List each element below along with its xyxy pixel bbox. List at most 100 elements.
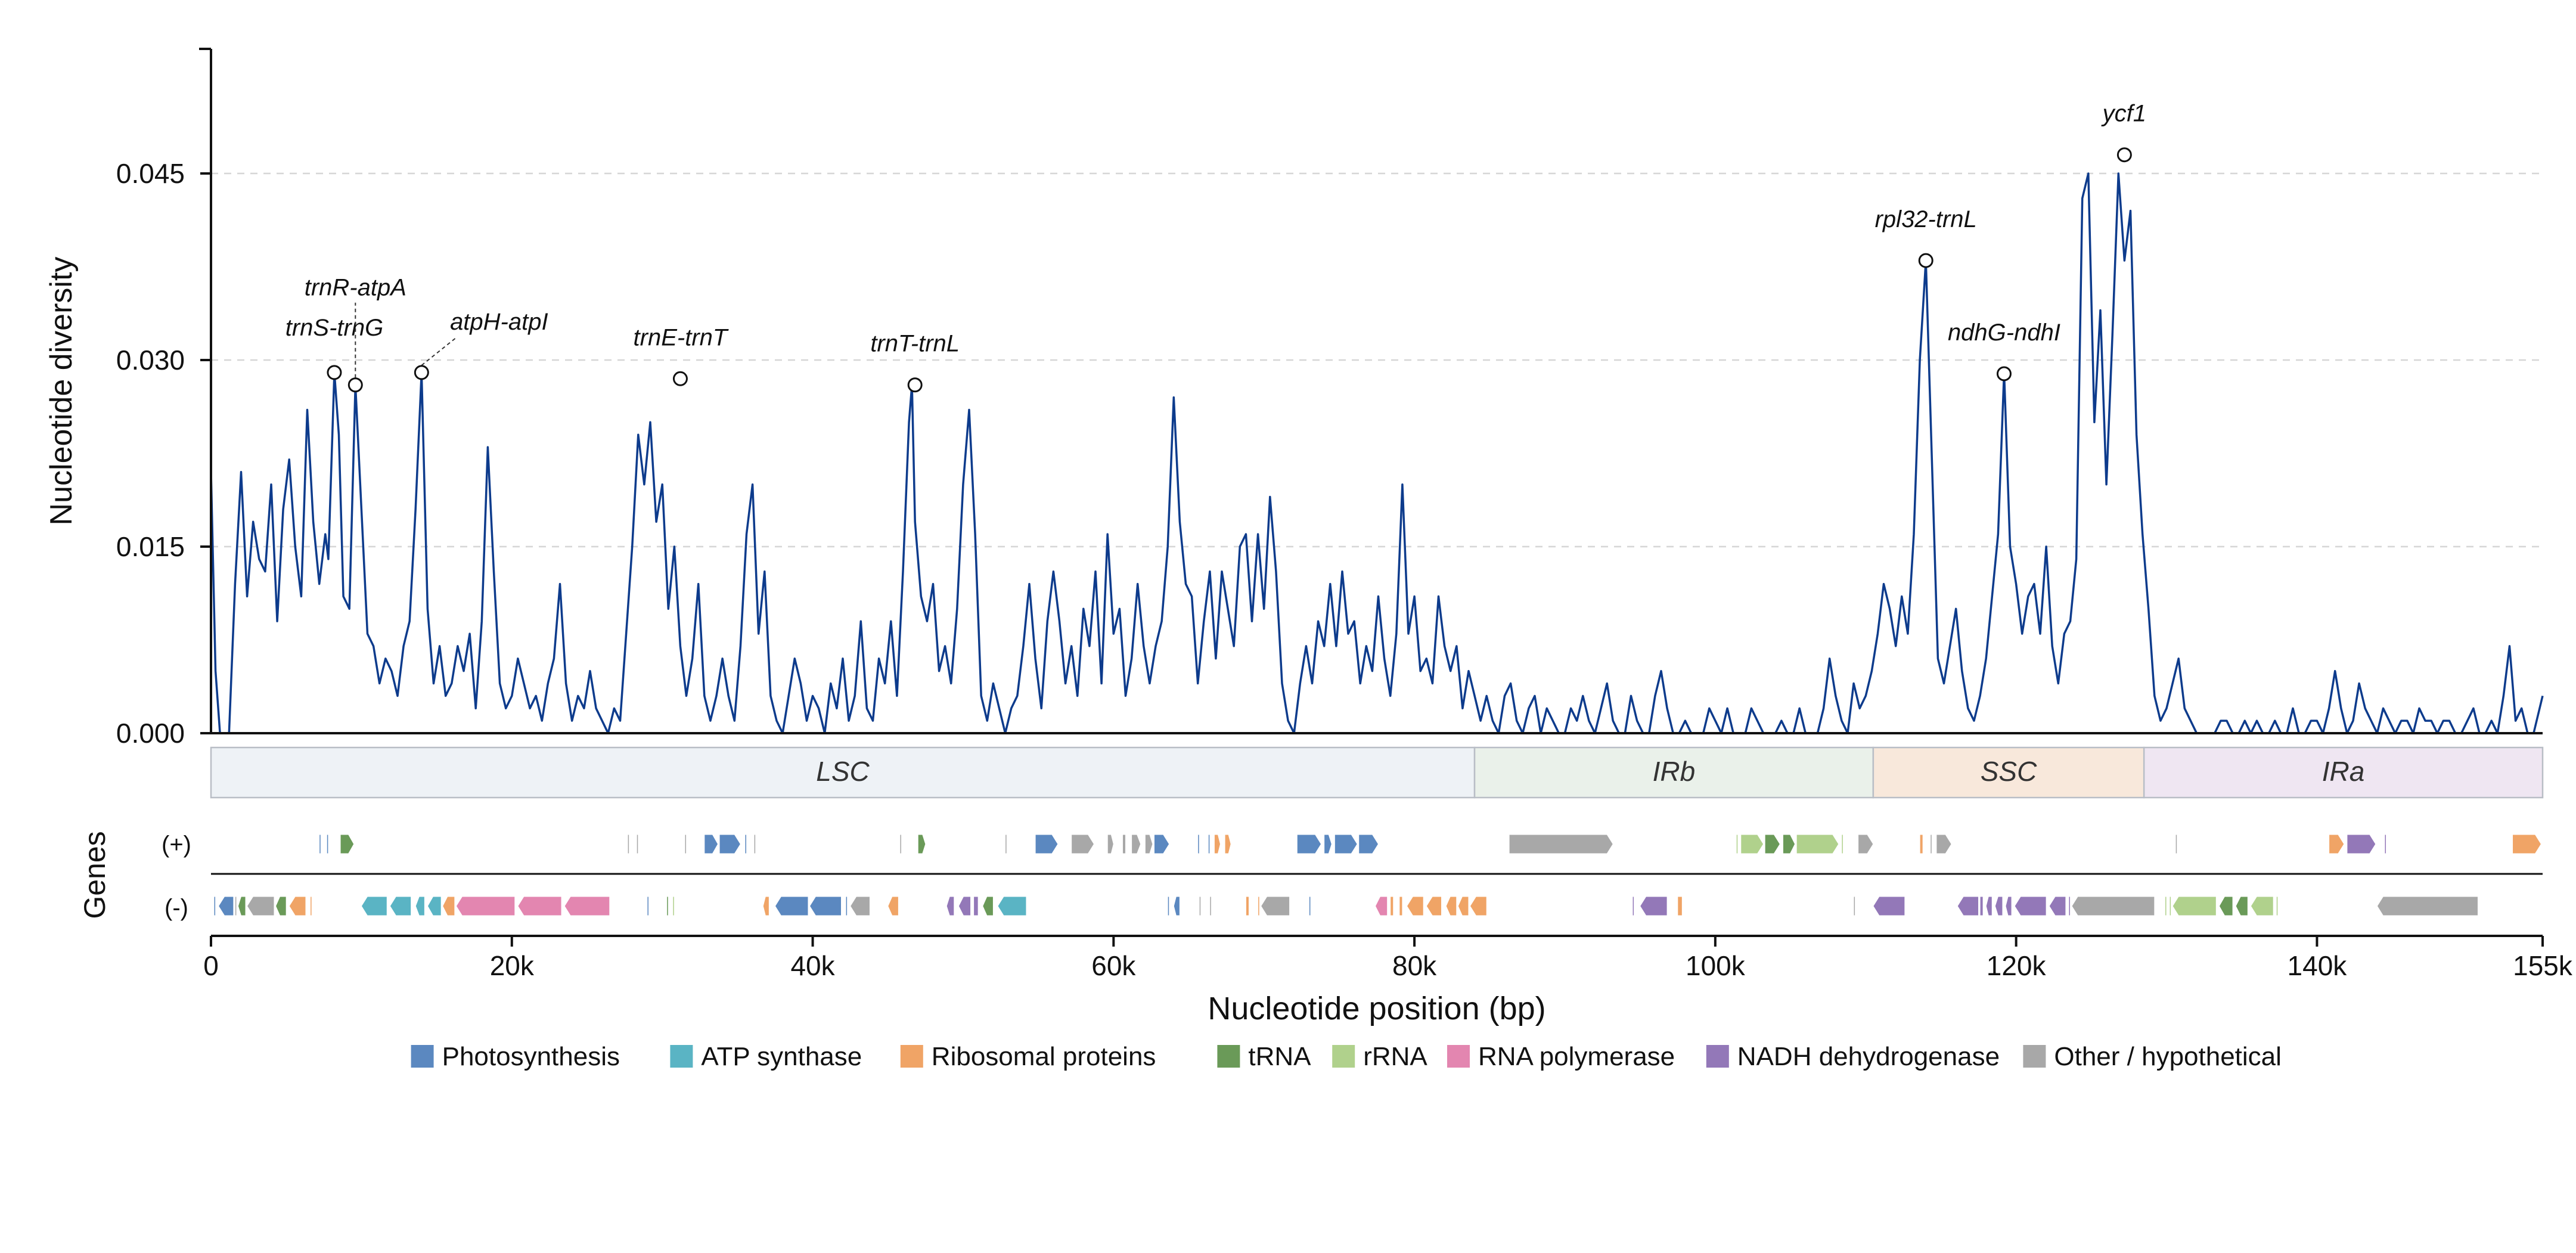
x-tick-label: 155k xyxy=(2513,950,2573,981)
gene-feature xyxy=(1258,896,1260,916)
axes xyxy=(199,48,2543,937)
gene-feature xyxy=(672,896,675,916)
gene-feature xyxy=(1071,834,1095,854)
gene-feature xyxy=(1261,896,1290,916)
region-box xyxy=(1473,746,1874,799)
gene-feature xyxy=(1197,834,1200,854)
gene-feature xyxy=(1979,896,1984,916)
legend-swatch xyxy=(1447,1045,1470,1068)
x-tick-label: 120k xyxy=(1987,950,2047,981)
gene-feature xyxy=(1153,834,1170,854)
gene-feature xyxy=(1122,834,1126,854)
gene-feature xyxy=(647,896,649,916)
gene-feature xyxy=(887,896,899,916)
gene-feature xyxy=(850,896,870,916)
gene-feature xyxy=(427,896,442,916)
gene-feature xyxy=(809,896,842,916)
gene-feature xyxy=(1213,834,1221,854)
gene-feature xyxy=(1796,834,1839,854)
strand-plus-label: (+) xyxy=(162,832,191,858)
gene-feature xyxy=(1764,834,1780,854)
x-axis-label: Nucleotide position (bp) xyxy=(1208,991,1545,1026)
peak-marker xyxy=(347,377,363,393)
gene-feature xyxy=(2165,896,2167,916)
gene-feature xyxy=(1445,896,1457,916)
x-tick-label: 80k xyxy=(1392,950,1437,981)
gene-feature xyxy=(2384,834,2387,854)
gene-feature xyxy=(1334,834,1358,854)
gene-feature xyxy=(1167,896,1170,916)
gene-feature xyxy=(666,896,669,916)
peak-label: atpH-atpI xyxy=(450,309,548,335)
gene-feature xyxy=(1173,896,1180,916)
gene-feature xyxy=(1209,896,1212,916)
gene-feature xyxy=(218,896,234,916)
y-axis-label: Nucleotide diversity xyxy=(44,257,79,526)
gene-feature xyxy=(1936,834,1952,854)
gene-feature xyxy=(1509,834,1613,854)
region-label: IRb xyxy=(1653,756,1696,787)
gene-feature xyxy=(1296,834,1322,854)
gene-feature xyxy=(1853,896,1856,916)
gene-feature xyxy=(319,834,321,854)
region-box xyxy=(1872,746,2145,799)
gene-feature xyxy=(1985,896,1992,916)
legend-swatch xyxy=(1706,1045,1729,1068)
gene-feature xyxy=(1457,896,1469,916)
x-tick-label: 100k xyxy=(1686,950,1746,981)
peak-annotations: trnS-trnG trnR-atpA atpH-atpI trnE-trnT trnT… xyxy=(285,101,2146,393)
gene-feature xyxy=(973,896,979,916)
gene-feature xyxy=(1144,834,1153,854)
gene-feature xyxy=(326,834,329,854)
legend-label: Other / hypothetical xyxy=(2054,1042,2282,1071)
peak-marker xyxy=(414,365,429,380)
gene-feature xyxy=(1994,896,2003,916)
axis-ticks: 0.000 0.015 0.030 0.045 0 20k 40k 60k 80k 100k 120… xyxy=(116,158,2573,981)
grid-lines xyxy=(211,172,2543,548)
gene-feature xyxy=(1841,834,1843,854)
x-tick-label: 20k xyxy=(490,950,535,981)
diversity-line xyxy=(210,172,2544,734)
peak-marker xyxy=(1996,366,2012,382)
gene-feature xyxy=(517,896,562,916)
legend-swatch xyxy=(2023,1045,2046,1068)
legend-swatch xyxy=(411,1045,434,1068)
x-tick-label: 140k xyxy=(2288,950,2348,981)
gene-feature xyxy=(845,896,848,916)
gene-feature xyxy=(455,896,516,916)
gene-feature xyxy=(1632,896,1635,916)
gene-feature xyxy=(1224,834,1231,854)
peak-marker xyxy=(2116,147,2132,163)
gene-feature xyxy=(744,834,747,854)
gene-feature xyxy=(2218,896,2233,916)
gene-feature xyxy=(2068,896,2071,916)
gene-feature xyxy=(1469,896,1487,916)
gene-feature xyxy=(389,896,412,916)
gene-feature xyxy=(1005,834,1007,854)
gene-feature xyxy=(1873,896,1905,916)
peak-marker xyxy=(1918,253,1933,268)
genes-label: Genes xyxy=(78,831,111,919)
legend-label: ATP synthase xyxy=(701,1042,862,1071)
region-label: LSC xyxy=(816,756,870,787)
y-tick-label: 0.000 xyxy=(116,718,185,749)
gene-feature xyxy=(1131,834,1141,854)
gene-feature xyxy=(1919,834,1923,854)
gene-feature xyxy=(2250,896,2274,916)
gene-feature xyxy=(1374,896,1388,916)
legend-label: RNA polymerase xyxy=(1478,1042,1675,1071)
gene-feature xyxy=(1208,834,1211,854)
gene-feature xyxy=(636,834,639,854)
gene-feature xyxy=(234,896,237,916)
legend-swatch xyxy=(1332,1045,1355,1068)
gene-feature xyxy=(340,834,355,854)
peak-label: trnR-atpA xyxy=(305,275,406,301)
legend-label: Photosynthesis xyxy=(442,1042,620,1071)
gene-feature xyxy=(2376,896,2478,916)
region-box xyxy=(2143,746,2544,799)
gene-feature xyxy=(1677,896,1683,916)
gene-feature xyxy=(213,896,216,916)
gene-feature xyxy=(1426,896,1442,916)
x-tick-label: 60k xyxy=(1091,950,1136,981)
